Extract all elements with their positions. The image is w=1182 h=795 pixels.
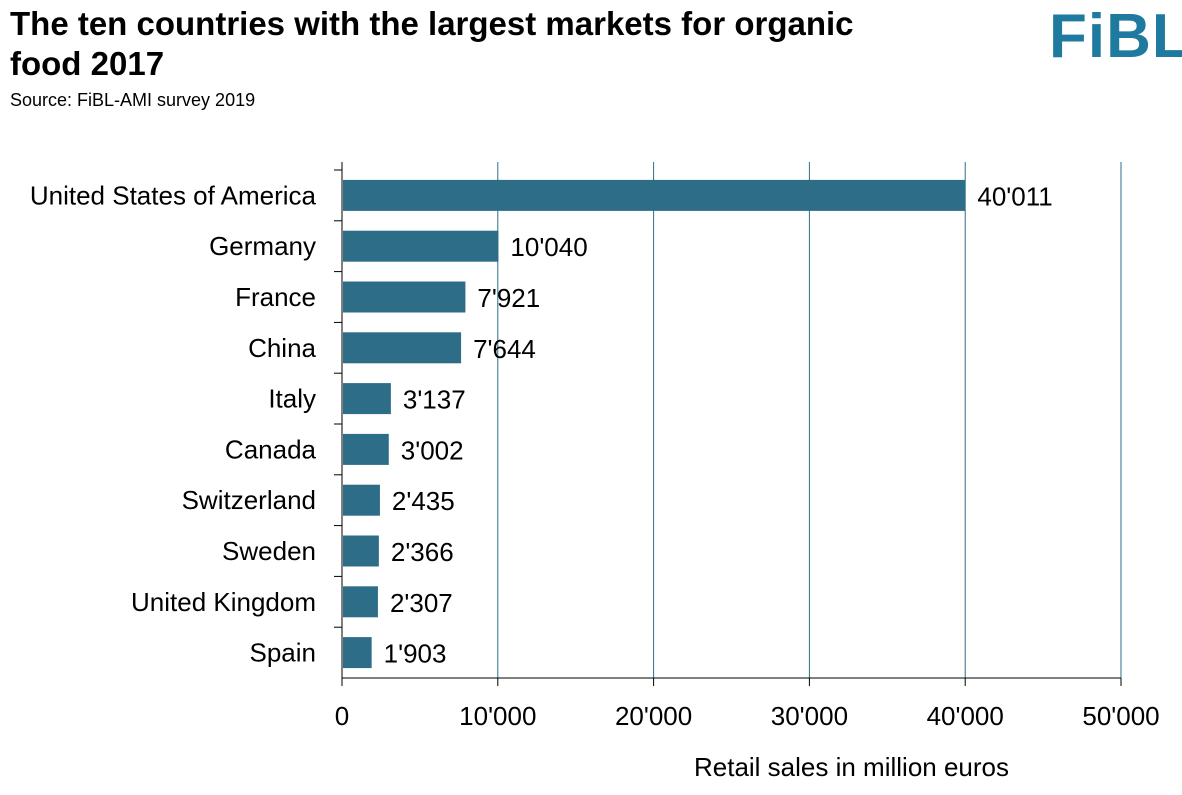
value-label: 7'921	[477, 283, 540, 313]
bar	[343, 383, 391, 415]
value-label: 40'011	[977, 181, 1052, 211]
chart-source: Source: FiBL-AMI survey 2019	[10, 90, 256, 110]
value-label: 10'040	[510, 232, 587, 262]
bar	[343, 637, 372, 669]
bar	[343, 433, 389, 465]
value-label: 7'644	[473, 334, 536, 364]
x-tick-label: 50'000	[1082, 701, 1159, 731]
bar	[343, 332, 462, 364]
value-label: 1'903	[384, 639, 447, 669]
bar	[343, 230, 499, 262]
bar	[343, 586, 378, 618]
fibl-logo: FiBL	[1049, 2, 1182, 71]
category-label: Italy	[268, 384, 316, 414]
x-axis-title: Retail sales in million euros	[694, 752, 1009, 782]
category-label: United Kingdom	[131, 587, 316, 617]
category-label: Switzerland	[182, 485, 316, 515]
value-label: 2'435	[392, 486, 455, 516]
category-label: France	[235, 282, 316, 312]
category-label: Spain	[250, 638, 317, 668]
value-label: 2'307	[390, 588, 453, 618]
bar	[343, 179, 966, 211]
category-label: Sweden	[222, 536, 316, 566]
category-label: United States of America	[30, 180, 317, 210]
bar	[343, 281, 466, 313]
category-label: Canada	[225, 434, 317, 464]
bar	[343, 484, 380, 516]
value-label: 3'137	[403, 385, 466, 415]
x-tick-label: 30'000	[771, 701, 848, 731]
x-tick-label: 10'000	[459, 701, 536, 731]
chart-title: The ten countries with the largest marke…	[10, 5, 854, 82]
value-label: 2'366	[391, 537, 454, 567]
value-label: 3'002	[401, 435, 464, 465]
category-label: China	[248, 333, 316, 363]
bar	[343, 535, 379, 567]
x-tick-label: 0	[335, 701, 349, 731]
category-label: Germany	[209, 231, 316, 261]
x-tick-label: 40'000	[927, 701, 1004, 731]
x-tick-label: 20'000	[615, 701, 692, 731]
